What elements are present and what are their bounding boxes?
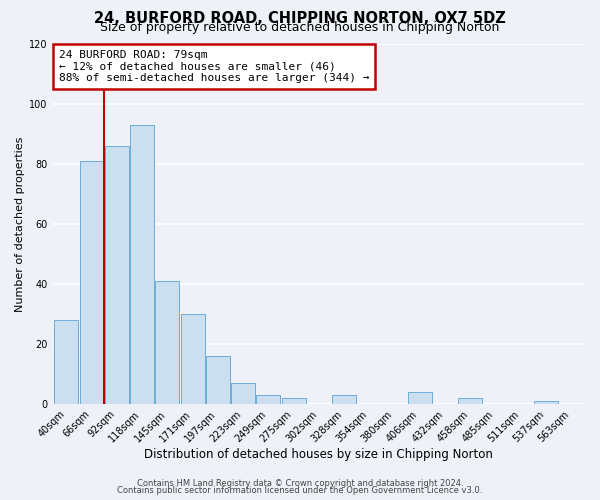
Bar: [256, 395, 280, 404]
Text: Contains public sector information licensed under the Open Government Licence v3: Contains public sector information licen…: [118, 486, 482, 495]
Text: 24 BURFORD ROAD: 79sqm
← 12% of detached houses are smaller (46)
88% of semi-det: 24 BURFORD ROAD: 79sqm ← 12% of detached…: [59, 50, 370, 83]
Bar: [231, 383, 255, 404]
Bar: [332, 395, 356, 404]
Y-axis label: Number of detached properties: Number of detached properties: [15, 136, 25, 312]
Bar: [281, 398, 305, 404]
Bar: [80, 161, 104, 404]
Text: 24, BURFORD ROAD, CHIPPING NORTON, OX7 5DZ: 24, BURFORD ROAD, CHIPPING NORTON, OX7 5…: [94, 11, 506, 26]
Text: Size of property relative to detached houses in Chipping Norton: Size of property relative to detached ho…: [100, 22, 500, 35]
Bar: [130, 125, 154, 404]
Bar: [534, 401, 558, 404]
Bar: [105, 146, 129, 404]
Bar: [55, 320, 79, 404]
Bar: [155, 281, 179, 404]
Text: Contains HM Land Registry data © Crown copyright and database right 2024.: Contains HM Land Registry data © Crown c…: [137, 478, 463, 488]
Bar: [181, 314, 205, 404]
Bar: [408, 392, 431, 404]
Bar: [458, 398, 482, 404]
Bar: [206, 356, 230, 404]
X-axis label: Distribution of detached houses by size in Chipping Norton: Distribution of detached houses by size …: [145, 448, 493, 461]
